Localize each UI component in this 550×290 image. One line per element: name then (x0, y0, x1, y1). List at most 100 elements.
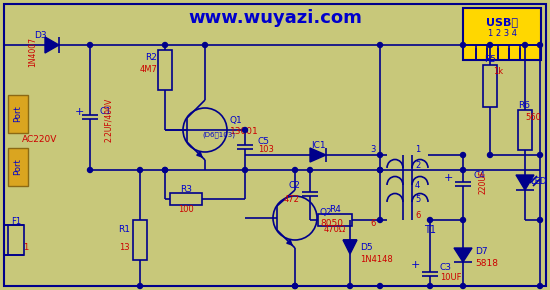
Circle shape (427, 218, 432, 222)
Text: R4: R4 (329, 206, 341, 215)
Text: 1k: 1k (493, 68, 503, 77)
Text: 4: 4 (415, 180, 420, 189)
Text: 2.2UF/400V: 2.2UF/400V (104, 98, 113, 142)
Circle shape (460, 153, 465, 157)
Text: +: + (411, 260, 420, 270)
Circle shape (138, 168, 142, 173)
Circle shape (307, 168, 312, 173)
Text: 3: 3 (371, 146, 376, 155)
Circle shape (202, 43, 207, 48)
Bar (8, 95, 28, 133)
Text: 1: 1 (23, 242, 29, 251)
Circle shape (162, 168, 168, 173)
Text: 470Ω: 470Ω (324, 226, 346, 235)
Circle shape (87, 43, 92, 48)
Text: F1: F1 (11, 217, 21, 226)
Circle shape (487, 43, 492, 48)
Text: C1: C1 (100, 108, 112, 117)
Circle shape (162, 168, 168, 173)
Bar (170, 193, 202, 205)
Text: 6: 6 (371, 220, 376, 229)
Text: R2: R2 (145, 53, 157, 63)
Text: 13: 13 (119, 242, 130, 251)
Text: D3: D3 (34, 32, 46, 41)
Text: 13001: 13001 (230, 128, 258, 137)
Text: 1N4007: 1N4007 (29, 37, 37, 67)
Polygon shape (45, 37, 59, 53)
Bar (8, 225, 24, 255)
Text: R6: R6 (518, 101, 530, 110)
Bar (158, 50, 172, 90)
Text: 220UF: 220UF (478, 170, 487, 194)
Text: R5: R5 (484, 55, 496, 64)
Circle shape (522, 43, 527, 48)
Text: Port: Port (14, 106, 23, 122)
Text: D5: D5 (360, 244, 373, 253)
Circle shape (377, 153, 382, 157)
Text: 5818: 5818 (475, 260, 498, 269)
Text: T1: T1 (424, 225, 436, 235)
Circle shape (377, 284, 382, 289)
Text: 1N4148: 1N4148 (360, 255, 393, 264)
Text: C3: C3 (440, 264, 452, 273)
Text: 10UF: 10UF (440, 273, 461, 282)
Text: R3: R3 (180, 184, 192, 193)
Text: 8050: 8050 (320, 220, 343, 229)
Circle shape (487, 153, 492, 157)
Polygon shape (516, 175, 534, 190)
Text: IC1: IC1 (311, 140, 325, 150)
Polygon shape (454, 248, 472, 262)
Text: D7: D7 (475, 247, 488, 256)
Bar (318, 214, 352, 226)
Text: +: + (75, 107, 84, 117)
Text: 2: 2 (415, 160, 420, 169)
Text: 103: 103 (258, 146, 274, 155)
Polygon shape (343, 240, 357, 254)
Circle shape (243, 128, 248, 133)
Circle shape (377, 218, 382, 222)
Text: 100: 100 (178, 206, 194, 215)
Text: Port: Port (14, 159, 23, 175)
Bar (8, 148, 28, 186)
Circle shape (537, 218, 542, 222)
Circle shape (377, 168, 382, 173)
Text: +: + (444, 173, 453, 183)
Text: Q1: Q1 (230, 115, 243, 124)
Text: 472: 472 (284, 195, 300, 204)
Text: C2: C2 (288, 180, 300, 189)
Circle shape (162, 43, 168, 48)
Text: 1 2 3 4: 1 2 3 4 (487, 28, 516, 37)
Circle shape (537, 284, 542, 289)
Circle shape (138, 284, 142, 289)
Bar (463, 8, 541, 60)
Circle shape (460, 168, 465, 173)
Circle shape (243, 168, 248, 173)
Text: www.wuyazi.com: www.wuyazi.com (188, 9, 362, 27)
Circle shape (377, 43, 382, 48)
Text: AC220V: AC220V (22, 135, 57, 144)
Text: C4: C4 (473, 171, 485, 180)
Circle shape (537, 43, 542, 48)
Circle shape (348, 284, 353, 289)
Bar (518, 110, 532, 150)
Circle shape (460, 284, 465, 289)
Text: LED: LED (530, 177, 546, 186)
Text: 1: 1 (415, 146, 420, 155)
Polygon shape (310, 148, 326, 162)
Circle shape (293, 284, 298, 289)
Circle shape (87, 168, 92, 173)
Text: 5: 5 (415, 195, 420, 204)
Text: (D6插103): (D6插103) (202, 132, 235, 138)
Text: 6: 6 (415, 211, 420, 220)
Text: C5: C5 (258, 137, 270, 146)
Circle shape (293, 168, 298, 173)
Text: R1: R1 (118, 226, 130, 235)
Text: 560: 560 (525, 113, 541, 122)
Circle shape (537, 153, 542, 157)
Circle shape (460, 43, 465, 48)
Circle shape (427, 284, 432, 289)
Bar (483, 65, 497, 107)
Circle shape (377, 168, 382, 173)
Circle shape (460, 218, 465, 222)
Text: USB座: USB座 (486, 17, 518, 27)
